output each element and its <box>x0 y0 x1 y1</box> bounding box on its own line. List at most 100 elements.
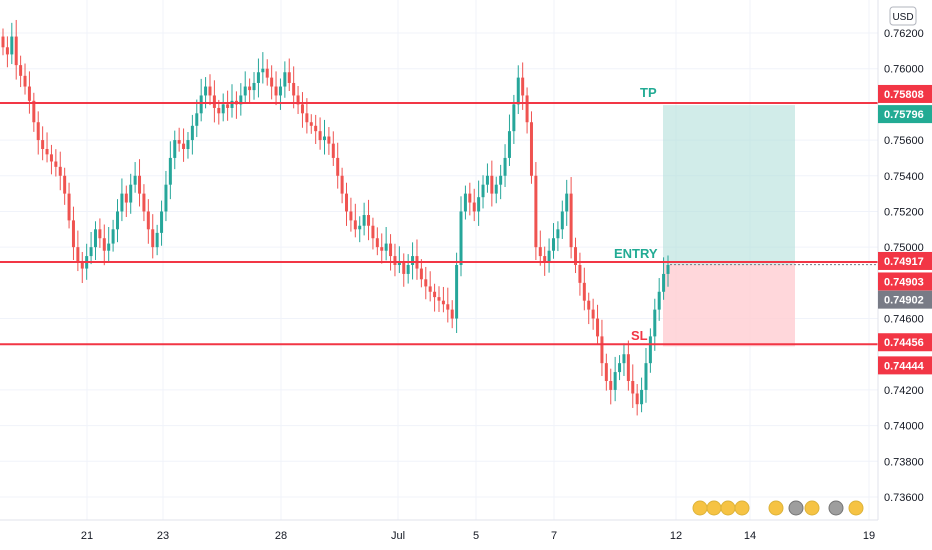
candle-body <box>631 381 635 394</box>
candle-body <box>375 238 379 248</box>
flag-icon[interactable] <box>768 500 784 516</box>
flag-icon[interactable] <box>804 500 820 516</box>
candle-body <box>243 86 247 96</box>
candle-body <box>331 143 335 158</box>
candle-body <box>529 122 533 176</box>
price-badge <box>878 105 932 124</box>
candle-body <box>278 86 282 96</box>
candle-body <box>441 300 445 305</box>
y-tick-label: 0.76200 <box>884 28 924 40</box>
candle-body <box>89 247 93 257</box>
y-tick-label: 0.75200 <box>884 206 924 218</box>
candle-body <box>168 157 172 185</box>
candle-body <box>256 72 260 83</box>
x-tick-label: 21 <box>81 530 93 542</box>
candle-body <box>543 256 547 262</box>
candle-body <box>199 95 203 114</box>
candle-body <box>230 100 234 108</box>
candle-body <box>336 157 340 176</box>
currency-label: USD <box>892 12 913 23</box>
candle-body <box>565 193 569 212</box>
candle-body <box>516 77 520 105</box>
candle-body <box>380 247 384 251</box>
x-tick-label: 12 <box>670 530 682 542</box>
candle-body <box>463 193 467 212</box>
y-tick-label: 0.74600 <box>884 314 924 326</box>
flag-icon[interactable] <box>848 500 864 516</box>
candle-body <box>596 318 600 337</box>
tp-label: TP <box>640 85 657 100</box>
flag-icon[interactable] <box>692 500 708 516</box>
y-tick-label: 0.75000 <box>884 242 924 254</box>
candle-body <box>393 256 397 265</box>
take-profit-zone <box>663 105 795 265</box>
sl-label: SL <box>631 328 648 343</box>
candle-body <box>547 250 551 262</box>
flag-icon[interactable] <box>720 500 736 516</box>
candle-body <box>327 136 331 144</box>
candle-body <box>485 175 489 185</box>
candle-body <box>142 193 146 212</box>
candle-body <box>41 140 45 149</box>
flag-icon[interactable] <box>788 500 804 516</box>
y-tick-label: 0.76000 <box>884 64 924 76</box>
candle-body <box>195 113 199 126</box>
candle-body <box>657 291 661 310</box>
candle-body <box>600 336 604 364</box>
candle-body <box>67 193 71 221</box>
currency-box[interactable] <box>889 6 917 26</box>
candle-body <box>296 95 300 105</box>
price-badge-label: 0.75796 <box>884 109 924 121</box>
x-tick-label: 7 <box>551 530 557 542</box>
candle-body <box>314 125 318 132</box>
y-tick-label: 0.75600 <box>884 135 924 147</box>
candle-body <box>503 157 507 176</box>
price-badge <box>878 290 932 309</box>
flag-icon[interactable] <box>706 500 722 516</box>
candle-body <box>367 215 371 226</box>
candle-body <box>173 140 177 158</box>
candle-body <box>587 300 591 310</box>
candle-body <box>538 247 542 257</box>
candle-body <box>98 229 102 239</box>
candle-body <box>217 107 221 114</box>
candle-body <box>345 193 349 212</box>
price-badge <box>878 333 932 352</box>
candle-body <box>349 211 353 221</box>
candle-body <box>239 95 243 105</box>
flag-icon[interactable] <box>828 500 844 516</box>
candle-body <box>648 336 652 364</box>
y-axis-ticks: 0.76200 0.76000 0.75600 0.75400 0.75200 0.750… <box>884 28 924 504</box>
candle-body <box>54 161 58 167</box>
price-badge <box>878 84 932 103</box>
candle-body <box>560 211 564 230</box>
candle-body <box>582 282 586 301</box>
candle-body <box>428 286 432 292</box>
candle-body <box>411 256 415 265</box>
price-badge <box>878 251 932 270</box>
price-badges: 0.75808 0.75796 0.74917 0.74903 0.74902 0.744… <box>878 84 932 375</box>
candle-body <box>221 104 225 114</box>
candle-body <box>371 225 375 239</box>
flag-icon[interactable] <box>734 500 750 516</box>
candle-body <box>160 211 164 233</box>
candle-body <box>133 175 137 185</box>
candle-body <box>76 247 80 262</box>
candle-body <box>569 193 573 248</box>
candle-body <box>591 309 595 319</box>
candle-body <box>653 309 657 337</box>
candle-body <box>490 175 494 194</box>
candle-body <box>551 238 555 251</box>
candle-body <box>120 193 124 212</box>
candle-body <box>261 68 265 73</box>
candle-body <box>384 243 388 251</box>
candle-body <box>45 149 49 155</box>
candle-body <box>512 104 516 132</box>
candle-body <box>362 215 366 226</box>
candle-body <box>1 36 5 48</box>
candle-body <box>36 122 40 141</box>
candle-body <box>252 82 256 91</box>
economic-events-row[interactable] <box>692 500 864 516</box>
y-tick-label: 0.74200 <box>884 385 924 397</box>
